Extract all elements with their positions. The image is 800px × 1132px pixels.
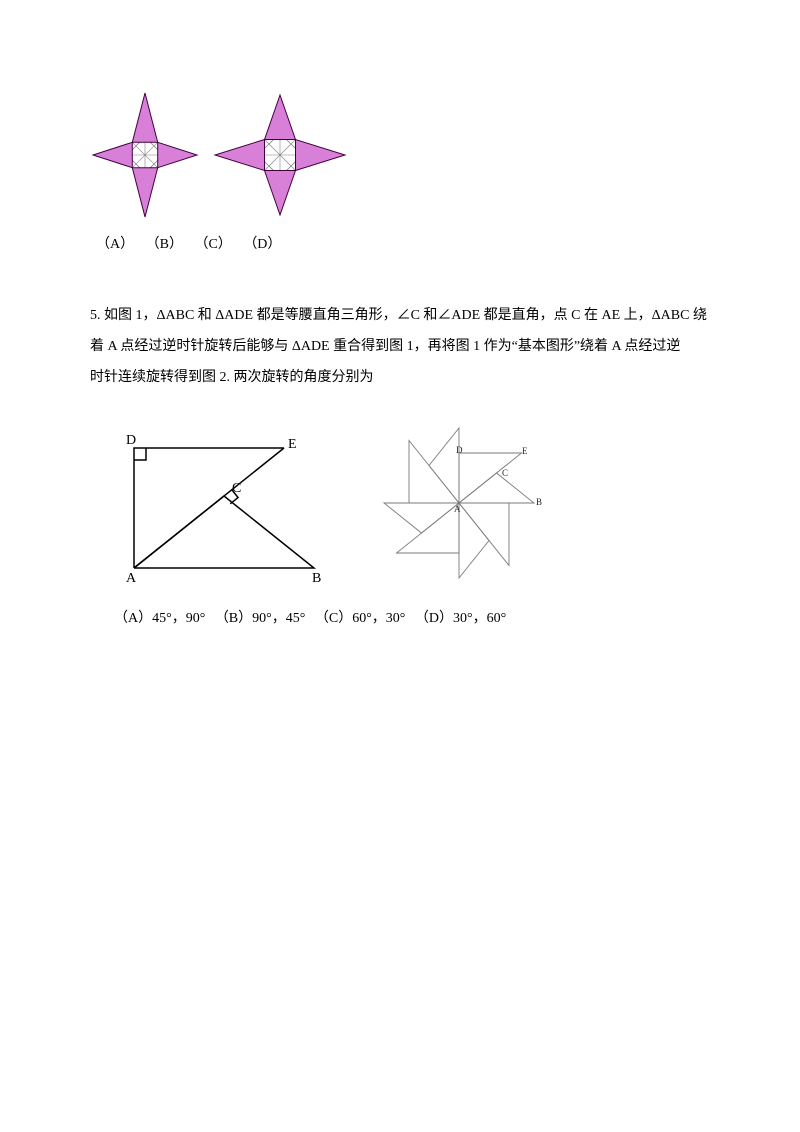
- q5-opt-a: （A）45°，90°: [114, 611, 205, 626]
- q4-opt-c: （C）: [194, 237, 231, 252]
- q5-opt-d: （D）30°，60°: [415, 611, 506, 626]
- star-figures: [90, 90, 710, 220]
- q4-options: （A） （B） （C） （D）: [96, 232, 710, 257]
- fig1-label-C: C: [232, 481, 241, 496]
- fig1-label-E: E: [288, 437, 297, 452]
- q5-options: （A）45°，90° （B）90°，45° （C）60°，30° （D）30°，…: [114, 606, 710, 631]
- q5-figure-1: D E C A B: [114, 418, 334, 588]
- q5-figure-2: D E C A B: [364, 408, 554, 598]
- q5-opt-b: （B）90°，45°: [215, 611, 306, 626]
- fig2-label-E: E: [522, 446, 528, 456]
- fig2-label-A: A: [454, 504, 461, 514]
- star-figure-2: [210, 90, 350, 220]
- star-figure-1: [90, 90, 200, 220]
- q5-line3: 时针连续旋转得到图 2. 两次旋转的角度分别为: [90, 363, 710, 394]
- q4-opt-a: （A）: [96, 237, 134, 252]
- q5-line1: 5. 如图 1，ΔABC 和 ΔADE 都是等腰直角三角形，∠C 和∠ADE 都…: [90, 301, 710, 332]
- q4-opt-b: （B）: [146, 237, 183, 252]
- fig1-label-B: B: [312, 571, 321, 586]
- fig2-label-B: B: [536, 497, 542, 507]
- fig2-label-C: C: [502, 468, 508, 478]
- fig1-label-D: D: [126, 433, 136, 448]
- q5-opt-c: （C）60°，30°: [315, 611, 406, 626]
- fig1-label-A: A: [126, 571, 137, 586]
- q5-line2: 着 A 点经过逆时针旋转后能够与 ΔADE 重合得到图 1，再将图 1 作为“基…: [90, 332, 710, 363]
- q4-opt-d: （D）: [243, 237, 281, 252]
- fig2-label-D: D: [456, 445, 463, 455]
- q5-figures: D E C A B: [114, 408, 710, 598]
- q5-stem: 5. 如图 1，ΔABC 和 ΔADE 都是等腰直角三角形，∠C 和∠ADE 都…: [90, 301, 710, 393]
